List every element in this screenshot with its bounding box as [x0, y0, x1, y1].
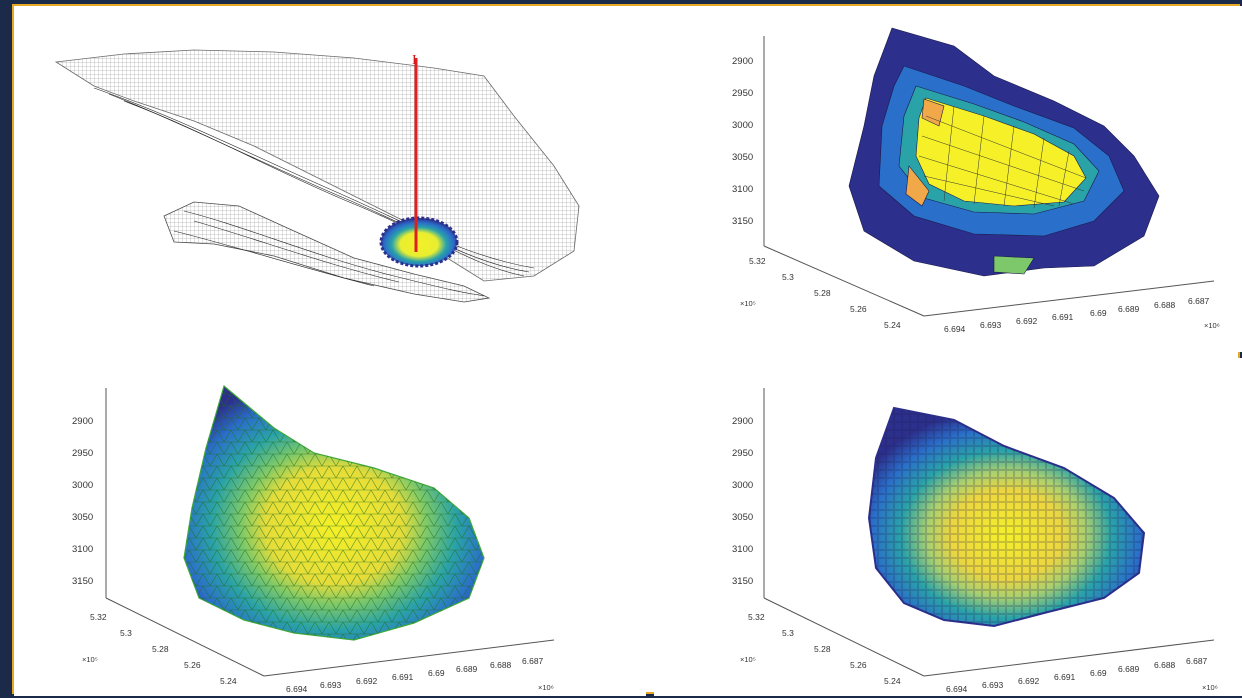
panel-tetrahedral-mesh: 2900 2950 3000 3050 3100 3150 5.32 5.3 5…: [14, 358, 646, 696]
z-tick: 2900: [732, 56, 753, 67]
x-tick: 6.687: [1188, 296, 1210, 306]
x-tick: 6.688: [490, 660, 512, 670]
z-tick: 3000: [732, 480, 753, 491]
x-tick: 6.694: [286, 684, 308, 694]
x-exponent: ×10⁶: [1202, 683, 1218, 692]
z-tick: 3100: [732, 184, 753, 195]
x-tick-labels: 6.694 6.693 6.692 6.691 6.69 6.689 6.688…: [286, 656, 554, 694]
y-tick: 5.26: [850, 304, 867, 314]
y-exponent: ×10⁵: [740, 655, 756, 664]
z-tick: 2900: [732, 416, 753, 427]
panel-wireframe-surface: I: [14, 6, 646, 352]
z-tick: 3150: [732, 576, 753, 587]
voxel-interpolation-svg: 2900 2950 3000 3050 3100 3150 5.32 5.3 5…: [732, 388, 1218, 694]
y-tick: 5.3: [120, 628, 132, 638]
y-tick: 5.28: [814, 288, 831, 298]
z-tick-labels: 2900 2950 3000 3050 3100 3150: [732, 416, 753, 587]
y-tick: 5.24: [884, 676, 901, 686]
lower-surface-sheet: [163, 201, 491, 303]
x-tick: 6.694: [946, 684, 968, 694]
x-tick: 6.691: [392, 672, 414, 682]
borehole-marker-label: I: [412, 53, 417, 68]
x-tick: 6.69: [428, 668, 445, 678]
y-tick: 5.26: [850, 660, 867, 670]
y-tick: 5.24: [884, 320, 901, 330]
x-tick-labels: 6.694 6.693 6.692 6.691 6.69 6.689 6.688…: [944, 296, 1220, 334]
x-tick: 6.687: [522, 656, 544, 666]
panel-block-model: 2900 2950 3000 3050 3100 3150 5.32 5.3 5…: [654, 6, 1242, 352]
voxel-grid: [918, 105, 1087, 209]
x-exponent: ×10⁶: [538, 683, 554, 692]
x-tick: 6.691: [1054, 672, 1076, 682]
mesh-wireframe: [184, 386, 484, 640]
y-exponent: ×10⁵: [740, 299, 756, 308]
z-tick: 3100: [732, 544, 753, 555]
axes-box: [105, 388, 555, 677]
y-tick: 5.3: [782, 272, 794, 282]
x-tick: 6.69: [1090, 668, 1107, 678]
z-tick: 2950: [72, 448, 93, 459]
axes-box: [763, 36, 1215, 317]
y-tick: 5.32: [90, 612, 107, 622]
y-tick: 5.32: [749, 256, 766, 266]
x-tick: 6.689: [1118, 304, 1140, 314]
panel-voxel-interpolation: 2900 2950 3000 3050 3100 3150 5.32 5.3 5…: [654, 358, 1242, 696]
y-tick: 5.26: [184, 660, 201, 670]
x-tick: 6.69: [1090, 308, 1107, 318]
x-tick: 6.694: [944, 324, 966, 334]
x-tick: 6.688: [1154, 300, 1176, 310]
z-tick-labels: 2900 2950 3000 3050 3100 3150: [732, 56, 753, 227]
y-tick: 5.32: [748, 612, 765, 622]
x-tick: 6.688: [1154, 660, 1176, 670]
wireframe-surface-svg: I: [54, 49, 580, 303]
x-tick: 6.692: [356, 676, 378, 686]
z-tick-labels: 2900 2950 3000 3050 3100 3150: [72, 416, 93, 587]
z-tick: 3100: [72, 544, 93, 555]
z-tick: 2950: [732, 88, 753, 99]
z-tick: 3050: [732, 152, 753, 163]
z-tick: 3150: [72, 576, 93, 587]
y-tick: 5.28: [152, 644, 169, 654]
x-tick: 6.689: [456, 664, 478, 674]
y-tick-labels: 5.32 5.3 5.28 5.26 5.24 ×10⁵: [82, 612, 237, 686]
x-tick: 6.692: [1018, 676, 1040, 686]
y-tick-labels: 5.32 5.3 5.28 5.26 5.24 ×10⁵: [740, 612, 901, 686]
y-exponent: ×10⁵: [82, 655, 98, 664]
upper-surface-sheet: [54, 49, 580, 282]
x-tick-labels: 6.694 6.693 6.692 6.691 6.69 6.689 6.688…: [946, 656, 1218, 694]
ore-body-blob: [379, 216, 459, 268]
x-tick: 6.693: [320, 680, 342, 690]
voxel-interp-grid: [869, 408, 1144, 626]
y-tick: 5.24: [220, 676, 237, 686]
z-tick: 2900: [72, 416, 93, 427]
y-tick: 5.3: [782, 628, 794, 638]
x-exponent: ×10⁶: [1204, 321, 1220, 330]
block-model-svg: 2900 2950 3000 3050 3100 3150 5.32 5.3 5…: [732, 27, 1220, 334]
z-tick: 3050: [732, 512, 753, 523]
y-tick: 5.28: [814, 644, 831, 654]
voxel-body: [848, 27, 1160, 277]
axes-box: [763, 388, 1215, 677]
tetrahedral-mesh-svg: 2900 2950 3000 3050 3100 3150 5.32 5.3 5…: [72, 384, 555, 694]
x-tick: 6.689: [1118, 664, 1140, 674]
x-tick: 6.693: [980, 320, 1002, 330]
x-tick: 6.687: [1186, 656, 1208, 666]
x-tick: 6.691: [1052, 312, 1074, 322]
fold-lines: [93, 87, 535, 297]
z-tick: 3000: [72, 480, 93, 491]
y-tick-labels: 5.32 5.3 5.28 5.26 5.24 ×10⁵: [740, 256, 901, 330]
z-tick: 3150: [732, 216, 753, 227]
figure-frame: I 2900 2950 3000 3050 3100 3150 5.32 5.3: [12, 4, 1242, 696]
z-tick: 2950: [732, 448, 753, 459]
x-tick: 6.692: [1016, 316, 1038, 326]
z-tick: 3000: [732, 120, 753, 131]
z-tick: 3050: [72, 512, 93, 523]
x-tick: 6.693: [982, 680, 1004, 690]
